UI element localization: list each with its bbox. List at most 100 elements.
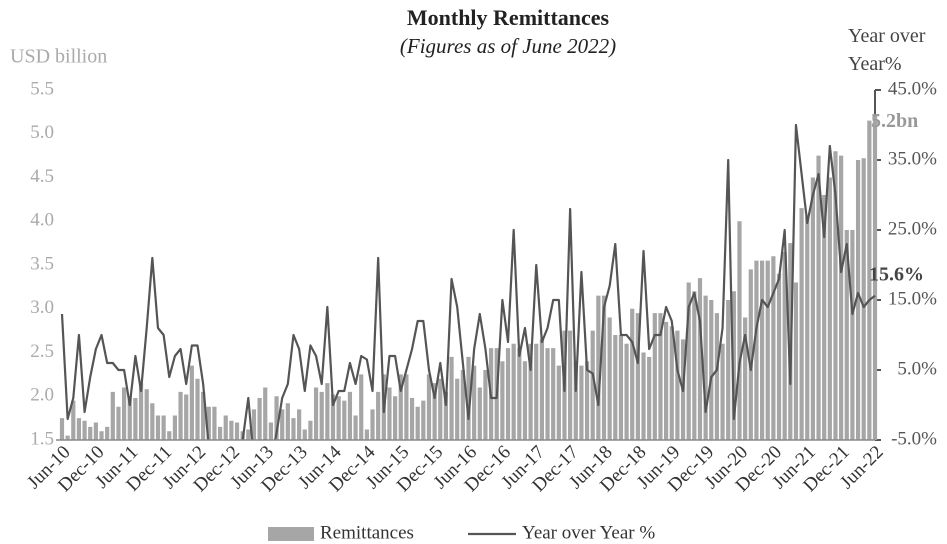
bar — [234, 422, 240, 440]
bar — [330, 394, 336, 440]
bar — [709, 300, 714, 440]
bar — [443, 391, 449, 440]
bar — [697, 278, 703, 440]
bar — [534, 343, 539, 440]
y2-tick-label: 15.0% — [888, 288, 937, 309]
y2-tick-label: 25.0% — [888, 218, 937, 239]
bar — [556, 365, 561, 440]
bar — [155, 415, 161, 440]
y2-tick-label: 5.0% — [897, 358, 937, 379]
bar — [122, 387, 127, 440]
bar — [206, 406, 211, 440]
bar — [692, 291, 697, 440]
bar — [500, 361, 505, 440]
bar — [105, 426, 110, 440]
bar — [472, 365, 477, 440]
y-axis-label: USD billion — [10, 46, 107, 68]
bar — [714, 313, 720, 440]
bar — [133, 398, 138, 440]
y-tick-label: 3.0 — [30, 297, 54, 318]
bar — [855, 160, 861, 440]
bar — [861, 158, 866, 440]
bar — [291, 418, 296, 440]
bar — [731, 291, 736, 440]
bar — [138, 383, 144, 440]
bar — [466, 356, 471, 440]
bar — [568, 330, 573, 440]
y-tick-label: 1.5 — [30, 428, 54, 449]
y-tick-label: 4.0 — [30, 210, 54, 231]
bar — [263, 387, 268, 440]
bar — [669, 326, 674, 440]
bar — [71, 400, 76, 440]
bar — [313, 387, 319, 440]
bar — [765, 260, 770, 440]
bar — [573, 361, 578, 440]
bar — [302, 429, 307, 440]
bar — [421, 400, 426, 440]
bar — [364, 429, 369, 440]
bar — [257, 398, 262, 440]
y2-tick-label: -5.0% — [891, 428, 937, 449]
bar — [359, 374, 364, 440]
bar — [822, 195, 827, 440]
yoy-line — [60, 123, 876, 440]
bar — [308, 420, 313, 440]
bar — [618, 335, 624, 440]
bar — [432, 383, 437, 440]
bar — [590, 330, 595, 440]
bar — [387, 387, 392, 440]
bar — [647, 356, 652, 440]
bar — [59, 418, 65, 440]
bar — [189, 365, 194, 440]
bar — [370, 409, 375, 440]
bar — [268, 422, 273, 440]
bar — [517, 348, 522, 440]
bar — [771, 256, 776, 440]
bar — [850, 230, 855, 440]
bar — [376, 391, 381, 440]
bar — [347, 391, 353, 440]
bar — [455, 378, 460, 440]
bar — [505, 348, 511, 440]
bar — [398, 374, 403, 440]
bar — [805, 216, 810, 440]
bar — [793, 282, 799, 440]
bar — [816, 155, 821, 440]
bar — [280, 409, 285, 440]
bar — [229, 420, 234, 440]
bar — [76, 418, 82, 440]
bar — [342, 400, 347, 440]
bar — [99, 431, 104, 440]
value-label: 15.6% — [869, 263, 924, 285]
bar — [353, 415, 358, 440]
bar — [336, 396, 341, 440]
bar — [601, 295, 607, 440]
y2-axis-label: Year over Year% — [848, 25, 926, 75]
bar — [782, 251, 787, 440]
bar — [217, 426, 223, 440]
bar — [65, 435, 70, 440]
bar — [511, 343, 516, 440]
bar — [404, 374, 409, 440]
bar — [460, 370, 465, 440]
bar — [93, 422, 98, 440]
bar — [652, 313, 657, 440]
bar — [635, 313, 640, 440]
bar — [415, 406, 420, 440]
bar — [285, 403, 290, 440]
bar — [743, 317, 748, 440]
bar — [274, 396, 279, 440]
bar — [703, 295, 708, 440]
bar — [167, 431, 172, 440]
bar — [776, 273, 782, 440]
bar — [584, 361, 590, 440]
bar — [641, 352, 646, 440]
bar — [116, 406, 121, 440]
bar — [223, 415, 228, 440]
bar — [449, 356, 454, 440]
bar — [319, 391, 324, 440]
legend-label: Remittances — [320, 522, 414, 543]
